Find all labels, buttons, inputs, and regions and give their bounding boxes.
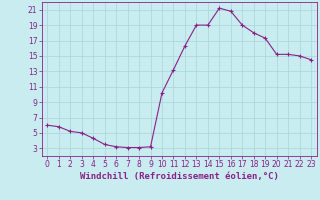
X-axis label: Windchill (Refroidissement éolien,°C): Windchill (Refroidissement éolien,°C) bbox=[80, 172, 279, 181]
